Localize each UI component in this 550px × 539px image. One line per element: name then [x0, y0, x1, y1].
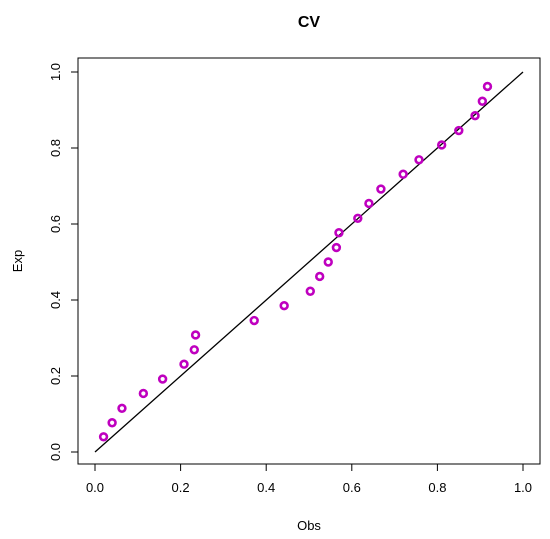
data-point	[305, 286, 315, 296]
data-point	[279, 301, 289, 311]
data-point	[398, 169, 408, 179]
y-tick-label: 0.6	[48, 215, 63, 233]
y-tick-label: 0.8	[48, 139, 63, 157]
x-tick-label: 0.8	[428, 480, 446, 495]
data-point	[482, 81, 493, 92]
data-point	[190, 330, 201, 340]
data-point	[315, 271, 325, 282]
y-tick-label: 0.4	[48, 291, 63, 309]
data-point	[414, 155, 424, 165]
data-point	[470, 110, 480, 121]
data-point	[189, 345, 199, 355]
x-tick-label: 0.4	[257, 480, 275, 495]
x-axis: 0.0 0.2 0.4 0.6 0.8 1.0	[86, 463, 532, 495]
y-tick-label: 1.0	[48, 63, 63, 81]
data-point	[107, 418, 117, 428]
data-points	[98, 81, 493, 442]
data-point	[138, 388, 149, 399]
y-axis-label: Exp	[10, 250, 25, 272]
y-tick-label: 0.2	[48, 367, 63, 385]
data-point	[376, 184, 386, 194]
x-axis-label: Obs	[297, 518, 321, 533]
y-axis: 0.0 0.2 0.4 0.6 0.8 1.0	[48, 63, 79, 461]
x-tick-label: 1.0	[514, 480, 532, 495]
chart-title: CV	[298, 14, 321, 31]
data-point	[477, 96, 488, 106]
x-tick-label: 0.0	[86, 480, 104, 495]
data-point	[323, 257, 333, 267]
data-point	[334, 228, 344, 238]
data-point	[179, 359, 189, 369]
data-point	[249, 315, 259, 326]
data-point	[364, 198, 374, 209]
data-point	[353, 213, 363, 224]
reference-line	[94, 71, 524, 453]
x-tick-label: 0.6	[343, 480, 361, 495]
data-point	[157, 374, 168, 384]
data-point	[436, 140, 447, 150]
y-tick-label: 0.0	[48, 443, 63, 461]
data-point	[117, 403, 127, 413]
data-point	[331, 242, 342, 253]
x-tick-label: 0.2	[172, 480, 190, 495]
data-point	[98, 432, 109, 442]
data-point	[454, 125, 464, 136]
